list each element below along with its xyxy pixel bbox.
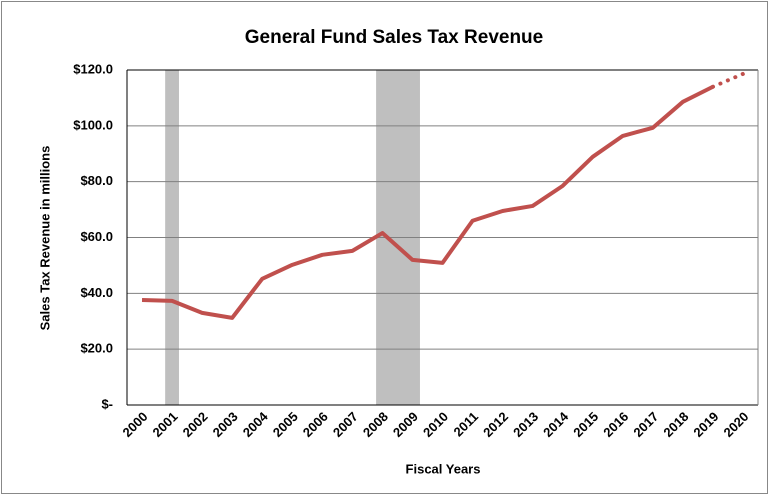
y-tick-label: $80.0 xyxy=(80,173,113,188)
y-tick-label: $60.0 xyxy=(80,229,113,244)
projected-line xyxy=(710,71,745,89)
y-tick-label: $40.0 xyxy=(80,285,113,300)
y-tick-label: $- xyxy=(101,396,113,411)
y-tick-label: $20.0 xyxy=(80,341,113,356)
y-tick-label: $120.0 xyxy=(73,61,113,76)
line-series xyxy=(141,84,714,320)
y-axis-label: Sales Tax Revenue in millions xyxy=(37,146,52,331)
chart-title: General Fund Sales Tax Revenue xyxy=(245,27,543,48)
x-axis-label: Fiscal Years xyxy=(406,461,481,476)
y-tick-label: $100.0 xyxy=(73,117,113,132)
